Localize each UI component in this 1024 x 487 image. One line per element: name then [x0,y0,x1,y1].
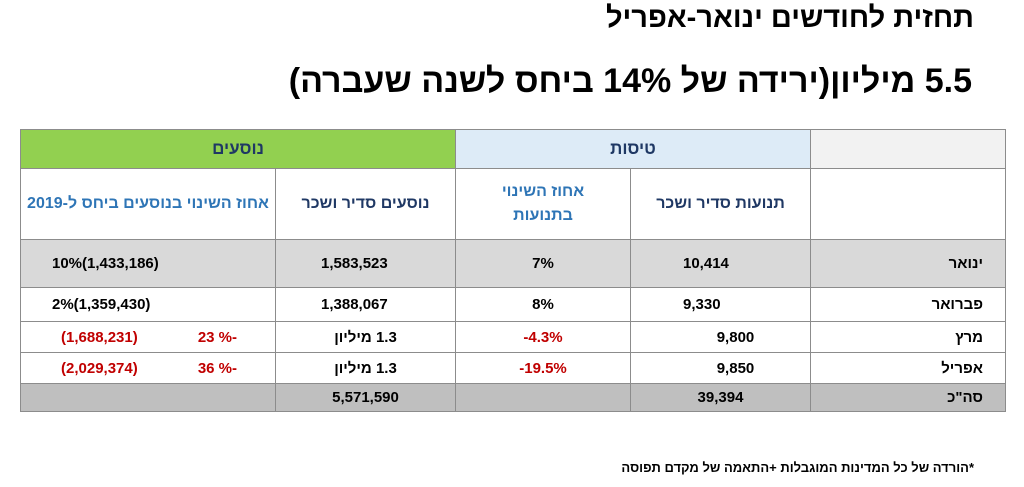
pass-change-cell: (2,029,374) 36 %- [20,352,276,384]
group-header-row: נוסעים טיסות [20,129,1006,169]
empty-corner-cell [810,129,1006,169]
total-pass-change-cell [20,383,276,412]
pass-change-cell: (1,688,231) 23 %- [20,321,276,353]
pass-change-abs: (1,688,231) [61,328,138,346]
total-row: 5,571,590 39,394 סה"כ [20,383,1006,412]
flight-change-cell: -19.5% [455,352,631,384]
flight-change-cell: 7% [455,239,631,288]
col-header-flight-change-text: אחוז השינוי בתנועות [501,183,585,224]
pass-change-abs: (2,029,374) [61,359,138,377]
table-row: 10%(1,433,186) 1,583,523 7% 10,414 ינואר [20,239,1006,288]
total-flight-change-cell [455,383,631,412]
pass-volume-cell: 1,583,523 [275,239,456,288]
flight-volume-cell: 10,414 [630,239,811,288]
pass-change-pct: 23 %- [197,328,237,346]
flight-change-cell: -4.3% [455,321,631,353]
pass-change-cell: 2%(1,359,430) [20,287,276,322]
month-cell: ינואר [810,239,1006,288]
page-subtitle: 5.5 מיליון(ירידה של 14% ביחס לשנה שעברה) [288,62,972,100]
flight-volume-cell: 9,850 [630,352,811,384]
pass-change-cell: 10%(1,433,186) [20,239,276,288]
table-row: (1,688,231) 23 %- 1.3 מיליון -4.3% 9,800… [20,321,1006,353]
footnote: *הורדה של כל המדינות המוגבלות +התאמה של … [621,460,974,475]
flight-change-cell: 8% [455,287,631,322]
month-cell: אפריל [810,352,1006,384]
col-header-pass-volume: נוסעים סדיר ושכר [275,168,456,240]
flight-volume-cell: 9,330 [630,287,811,322]
total-pass-volume-cell: 5,571,590 [275,383,456,412]
column-header-row: אחוז השינוי בנוסעים ביחס ל-2019 נוסעים ס… [20,168,1006,240]
col-header-pass-change: אחוז השינוי בנוסעים ביחס ל-2019 [20,168,276,240]
col-header-flight-volume: תנועות סדיר ושכר [630,168,811,240]
table-row: 2%(1,359,430) 1,388,067 8% 9,330 פברואר [20,287,1006,322]
total-label-cell: סה"כ [810,383,1006,412]
pass-volume-cell: 1.3 מיליון [275,352,456,384]
month-cell: פברואר [810,287,1006,322]
passengers-group-header: נוסעים [20,129,456,169]
forecast-table: נוסעים טיסות אחוז השינוי בנוסעים ביחס ל-… [20,129,1006,412]
month-cell: מרץ [810,321,1006,353]
table-row: (2,029,374) 36 %- 1.3 מיליון -19.5% 9,85… [20,352,1006,384]
total-flight-volume-cell: 39,394 [630,383,811,412]
pass-change-pct: 36 %- [197,359,237,377]
pass-volume-cell: 1.3 מיליון [275,321,456,353]
flights-group-header: טיסות [455,129,811,169]
flight-volume-cell: 9,800 [630,321,811,353]
col-header-month [810,168,1006,240]
col-header-flight-change: אחוז השינוי בתנועות [455,168,631,240]
pass-volume-cell: 1,388,067 [275,287,456,322]
page-title: תחזית לחודשים ינואר-אפריל [605,2,974,34]
